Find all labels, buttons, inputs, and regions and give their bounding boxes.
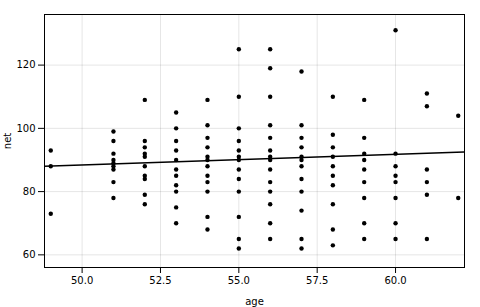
svg-text:60: 60 [23,249,36,260]
svg-text:80: 80 [23,186,36,197]
svg-text:net: net [2,133,13,149]
svg-text:52.5: 52.5 [149,275,171,286]
svg-text:55.0: 55.0 [228,275,250,286]
svg-text:age: age [245,296,264,307]
svg-text:100: 100 [16,123,35,134]
svg-text:60.0: 60.0 [384,275,406,286]
svg-text:120: 120 [16,59,35,70]
svg-text:50.0: 50.0 [71,275,93,286]
svg-text:57.5: 57.5 [306,275,328,286]
